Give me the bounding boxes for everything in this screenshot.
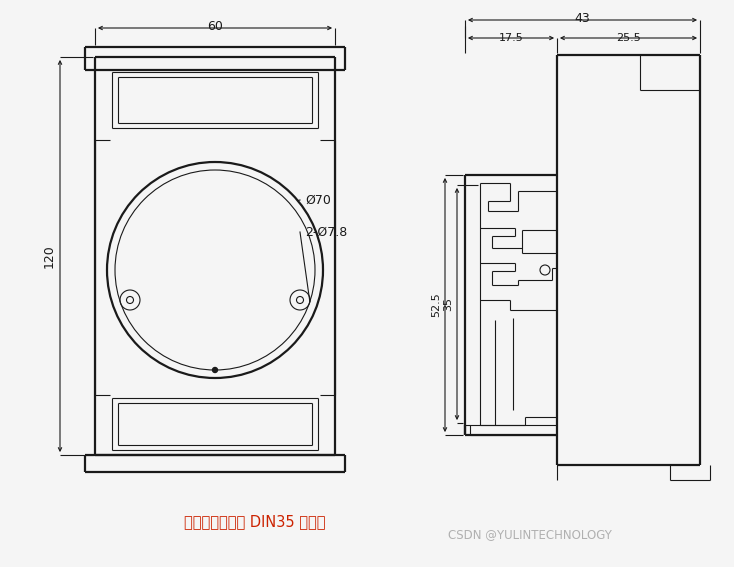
Text: 可以安装在标准 DIN35 导轨上: 可以安装在标准 DIN35 导轨上: [184, 514, 326, 530]
Text: CSDN @YULINTECHNOLOGY: CSDN @YULINTECHNOLOGY: [448, 528, 612, 541]
Circle shape: [213, 367, 217, 373]
Text: Ø70: Ø70: [305, 193, 331, 206]
Text: 25.5: 25.5: [616, 33, 641, 43]
Text: 120: 120: [43, 244, 56, 268]
Text: 17.5: 17.5: [498, 33, 523, 43]
Text: 35: 35: [443, 297, 453, 311]
Text: 52.5: 52.5: [431, 293, 441, 318]
Text: 43: 43: [575, 12, 590, 25]
Text: 2-Ø7.8: 2-Ø7.8: [305, 226, 347, 239]
Text: 60: 60: [207, 20, 223, 33]
